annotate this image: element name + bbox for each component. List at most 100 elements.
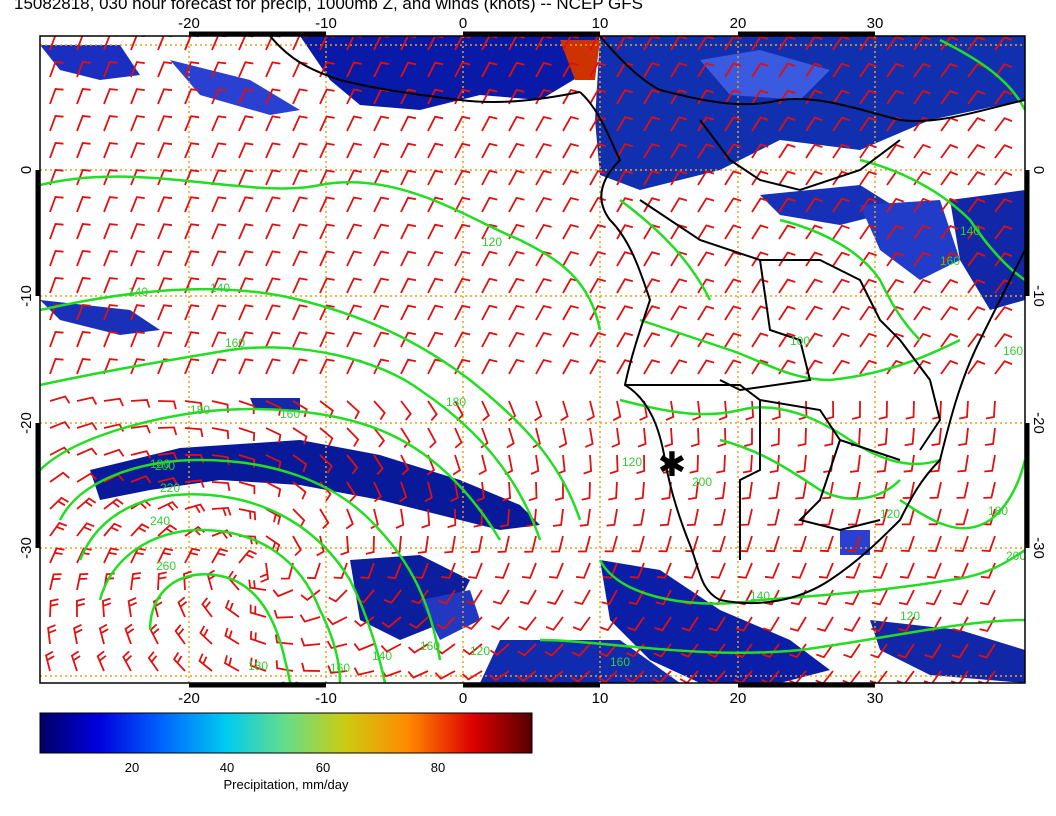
wind-barb bbox=[292, 223, 308, 240]
wind-barb bbox=[481, 88, 498, 105]
wind-barb bbox=[248, 579, 267, 591]
wind-barb bbox=[292, 277, 308, 294]
wind-barb bbox=[373, 250, 389, 267]
wind-barb bbox=[462, 643, 483, 656]
lat-tick-label: -20 bbox=[1030, 412, 1047, 434]
wind-barb bbox=[400, 400, 412, 421]
wind-barb bbox=[967, 36, 986, 51]
wind-barb bbox=[274, 634, 294, 645]
wind-barb bbox=[562, 223, 579, 240]
wind-barb bbox=[967, 90, 986, 105]
contour-label: 120 bbox=[622, 455, 642, 469]
wind-barb bbox=[454, 304, 471, 321]
wind-barb bbox=[859, 143, 877, 159]
contour-label: 200 bbox=[280, 679, 300, 693]
wind-barb bbox=[562, 304, 579, 321]
wind-barb bbox=[985, 400, 996, 420]
wind-barb bbox=[157, 61, 173, 78]
wind-barb bbox=[815, 670, 834, 683]
wind-barb bbox=[427, 115, 444, 132]
wind-barb bbox=[643, 359, 661, 375]
wind-barb bbox=[292, 481, 307, 500]
wind-barb bbox=[494, 562, 510, 579]
wind-barb bbox=[184, 304, 200, 321]
wind-barb bbox=[792, 535, 807, 553]
wind-barb bbox=[319, 61, 335, 78]
wind-barb bbox=[584, 427, 594, 448]
wind-barb bbox=[805, 278, 823, 294]
wind-barb bbox=[670, 89, 688, 105]
wind-barb bbox=[211, 169, 227, 186]
wind-barb bbox=[211, 142, 227, 159]
wind-barb bbox=[292, 427, 308, 445]
wind-barb bbox=[849, 454, 861, 473]
wind-barb bbox=[707, 643, 726, 658]
wind-barb bbox=[76, 522, 95, 537]
wind-barb bbox=[664, 427, 674, 448]
wind-barb bbox=[265, 481, 282, 498]
wind-barb bbox=[499, 508, 510, 528]
wind-barb bbox=[697, 143, 715, 159]
wind-barb bbox=[940, 359, 959, 375]
wind-barb bbox=[292, 169, 308, 186]
wind-barb bbox=[886, 278, 905, 294]
wind-barb bbox=[717, 427, 727, 448]
wind-barb bbox=[101, 597, 112, 618]
wind-barb bbox=[547, 589, 564, 605]
wind-barb bbox=[734, 643, 753, 658]
wind-barb bbox=[778, 197, 796, 213]
wind-barb bbox=[481, 61, 498, 78]
wind-barb bbox=[670, 305, 688, 321]
contour-label: 200 bbox=[155, 459, 175, 473]
wind-barb bbox=[333, 562, 348, 580]
wind-barb bbox=[103, 61, 118, 78]
wind-barb bbox=[103, 358, 118, 375]
wind-barb bbox=[535, 277, 552, 294]
wind-barb bbox=[543, 670, 564, 683]
wind-barb bbox=[407, 670, 429, 679]
wind-barb bbox=[692, 400, 701, 421]
wind-barb bbox=[481, 36, 498, 51]
wind-barbs bbox=[44, 36, 1013, 683]
wind-barb bbox=[552, 508, 564, 527]
map-panel: ✱ 120 140 160 180 200 220 240 260 140 16… bbox=[40, 36, 1025, 693]
wind-barb bbox=[535, 61, 552, 78]
wind-barb bbox=[832, 116, 850, 132]
wind-barb bbox=[508, 277, 525, 294]
wind-barb bbox=[103, 250, 118, 267]
wind-barb bbox=[994, 360, 1013, 375]
wind-barb bbox=[950, 670, 969, 683]
wind-barb bbox=[616, 116, 634, 132]
wind-barb bbox=[535, 304, 552, 321]
wind-barb bbox=[955, 508, 969, 526]
wind-barb bbox=[535, 115, 552, 132]
wind-barb bbox=[76, 447, 98, 456]
wind-barb bbox=[76, 422, 98, 431]
wind-barb bbox=[751, 251, 769, 267]
wind-barb bbox=[238, 115, 254, 132]
wind-barb bbox=[670, 278, 688, 294]
contour-label: 120 bbox=[482, 235, 502, 249]
wind-barb bbox=[326, 616, 348, 626]
right-lat-ticks: 0 -10 -20 -30 bbox=[1030, 166, 1047, 559]
wind-barb bbox=[994, 171, 1013, 186]
wind-barb bbox=[346, 331, 362, 348]
wind-barb bbox=[517, 643, 537, 657]
wind-barb bbox=[923, 670, 942, 683]
wind-barb bbox=[751, 170, 769, 186]
location-marker-icon: ✱ bbox=[658, 445, 687, 485]
wind-barb bbox=[616, 143, 634, 159]
wind-barb bbox=[628, 589, 645, 606]
wind-barb bbox=[387, 562, 402, 579]
wind-barb bbox=[506, 427, 515, 449]
wind-barb bbox=[876, 454, 888, 473]
wind-barb bbox=[655, 589, 672, 606]
wind-barb bbox=[400, 115, 417, 132]
wind-barb bbox=[583, 454, 593, 475]
wind-barb bbox=[184, 277, 200, 294]
wind-barb bbox=[913, 305, 932, 321]
wind-barb bbox=[562, 36, 579, 51]
wind-barb bbox=[199, 625, 213, 645]
wind-barb bbox=[768, 481, 780, 500]
